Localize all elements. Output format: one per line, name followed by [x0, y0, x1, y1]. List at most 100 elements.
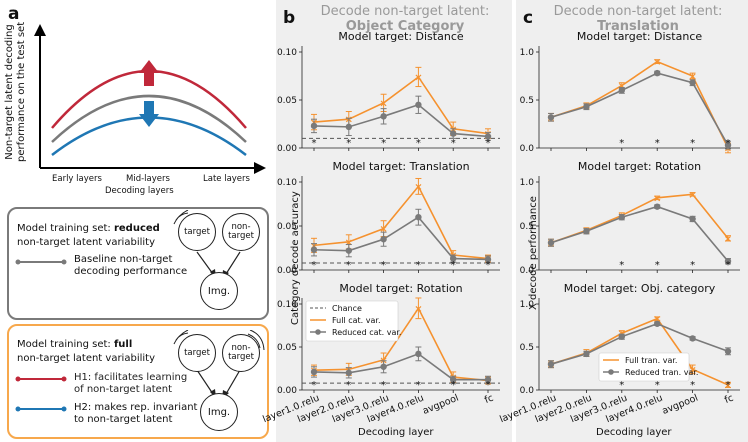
- chart-c0-point-reduced: [689, 79, 696, 86]
- chart-c1-point-full: ×: [688, 190, 696, 201]
- chart-b0-series-line-1: [313, 103, 489, 138]
- chart-c1-title: Model target: Rotation: [578, 160, 701, 173]
- chart-c0-ytick-label: 1.0: [520, 48, 535, 58]
- panel-b-label: b: [283, 8, 296, 28]
- chart-c2-legend-full-label: Full tran. var.: [625, 356, 677, 365]
- chart-b1-point-reduced: [380, 236, 387, 243]
- chart-c1-series-line-0: [550, 193, 729, 244]
- chart-b2-legend-box: [305, 300, 399, 342]
- chart-c0-ytick-label: 0.5: [520, 96, 534, 106]
- chart-c2-significance-star: *: [619, 380, 624, 391]
- chart-c0-significance-star: *: [655, 138, 660, 149]
- chart-c1-significance-star: *: [690, 260, 695, 271]
- chart-b0-ytick-label: 0.00: [277, 144, 297, 154]
- chart-b2-significance-star: *: [451, 380, 456, 391]
- chart-c2-point-reduced: [724, 348, 732, 355]
- chart-c1-significance-star: *: [655, 260, 660, 271]
- chart-b1-significance-star: *: [416, 260, 421, 271]
- chart-c1-point-full: ×: [653, 193, 661, 204]
- panel-a-label: a: [8, 4, 20, 24]
- panel-c-xlabel: Decoding layer: [596, 427, 672, 438]
- chart-c2-series-line-1: [550, 322, 729, 365]
- box2-line2: non-target latent variability: [17, 353, 155, 364]
- chart-c0-point-reduced: [654, 69, 661, 77]
- chart-c1-ytick-label: 1.0: [520, 178, 535, 188]
- chart-c0-series-line-0: [550, 60, 729, 149]
- chart-b1-significance-star: *: [346, 260, 351, 271]
- box1-line2: non-target latent variability: [17, 237, 155, 248]
- up-arrow-icon: [139, 60, 159, 86]
- target-node-full: target: [178, 334, 216, 372]
- chart-c1-point-reduced: [583, 228, 590, 235]
- xtick-early: Early layers: [52, 174, 102, 184]
- chart-c2-point-reduced: [654, 320, 661, 327]
- chart-b0-point-reduced: [415, 101, 422, 109]
- chart-c2-significance-star: *: [726, 380, 731, 391]
- panel-b-background: [276, 0, 512, 442]
- chart-b2-point-reduced: [415, 350, 422, 358]
- chart-b2-legend-chance-label: Chance: [332, 304, 362, 313]
- chart-c2-ytick-label: 0.0: [520, 386, 535, 396]
- target-node: target: [178, 213, 216, 251]
- chart-b1-ytick-label: 0.10: [277, 178, 297, 188]
- chart-c1-point-reduced: [724, 258, 732, 265]
- panel-c-label: c: [523, 8, 534, 28]
- chart-c2-point-full: ×: [688, 365, 696, 376]
- chart-b2-significance-star: *: [312, 380, 317, 391]
- baseline-curve: [51, 94, 247, 143]
- chart-c2-point-reduced: [547, 361, 555, 368]
- chart-c0-point-full: ×: [688, 72, 696, 83]
- chart-b1-point-reduced: [450, 255, 457, 262]
- chart-b2-legend-full-label: Full cat. var.: [332, 316, 380, 325]
- chart-b2-significance-star: *: [486, 380, 491, 391]
- chart-b2-series-line-0: [313, 306, 489, 382]
- chart-c2-title: Model target: Obj. category: [564, 282, 716, 295]
- chart-c2-xtick-label: avgpool: [661, 393, 700, 417]
- chart-b1-point-reduced: [310, 246, 318, 253]
- baseline-legend-label: Baseline non-target decoding performance: [74, 254, 188, 277]
- chart-c1-ytick-label: 0.0: [520, 266, 535, 276]
- chart-b0-significance-star: *: [486, 138, 491, 149]
- chart-c0-point-reduced: [547, 114, 555, 121]
- image-node: Img.: [200, 272, 238, 310]
- chart-b1-point-full: ×: [379, 224, 387, 235]
- chart-b1-significance-star: *: [381, 260, 386, 271]
- chart-b1-significance-star: *: [486, 260, 491, 271]
- chart-c0-ytick-label: 0.0: [520, 144, 535, 154]
- chart-b2-point-reduced: [345, 369, 352, 376]
- chart-c1-point-reduced: [689, 215, 696, 223]
- chart-b0-significance-star: *: [451, 138, 456, 149]
- chart-b0-point-full: ×: [414, 72, 422, 83]
- chart-b1-point-full: ×: [414, 182, 422, 193]
- chart-b0-point-reduced: [380, 113, 387, 120]
- chart-b0-significance-star: *: [346, 138, 351, 149]
- chart-b0-ytick-label: 0.10: [277, 48, 297, 58]
- chart-b2-significance-star: *: [381, 380, 386, 391]
- chart-c1-point-full: ×: [724, 234, 732, 245]
- chart-c2-legend-box: [598, 352, 690, 382]
- chart-c2-point-full: ×: [653, 314, 661, 325]
- chart-c0-point-reduced: [583, 103, 590, 110]
- chart-b0-title: Model target: Distance: [338, 30, 464, 43]
- h1-legend-label: H1: facilitates learning of non-target la…: [74, 372, 188, 395]
- chart-b1-significance-star: *: [451, 260, 456, 271]
- chart-c2-ytick-label: 1.0: [520, 300, 535, 310]
- chart-c2-point-full: ×: [724, 380, 732, 391]
- chart-b0-ytick-label: 0.05: [277, 96, 297, 106]
- nontarget-node-full: non-target: [222, 334, 260, 372]
- h1-legend-icon: [15, 376, 67, 382]
- chart-c0-significance-star: *: [726, 138, 731, 149]
- image-node-full: Img.: [200, 393, 238, 431]
- chart-b1-point-reduced: [484, 256, 492, 263]
- chart-c2-xtick-label: fc: [723, 393, 735, 406]
- chart-b2-title: Model target: Rotation: [339, 282, 462, 295]
- chart-b1-significance-star: *: [312, 260, 317, 271]
- chart-b2-legend-reduced-marker: [315, 329, 321, 335]
- chart-c1-significance-star: *: [726, 260, 731, 271]
- chart-c0-significance-star: *: [690, 138, 695, 149]
- chart-b1-title: Model target: Translation: [332, 160, 469, 173]
- box2-line1: Model training set: full: [17, 339, 133, 350]
- chart-b0-point-reduced: [484, 133, 492, 140]
- chart-b0-significance-star: *: [381, 138, 386, 149]
